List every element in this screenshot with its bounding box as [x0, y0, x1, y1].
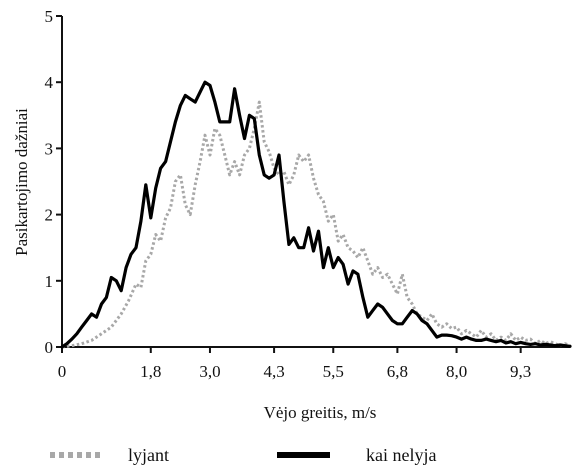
tick-marks: [56, 15, 522, 353]
x-axis-label: Vėjo greitis, m/s: [264, 403, 377, 422]
y-tick-label: 5: [45, 7, 54, 26]
axes: [61, 16, 570, 348]
legend-label-lyjant: lyjant: [128, 445, 169, 465]
x-tick-label: 9,3: [510, 362, 531, 381]
legend-label-kai-nelyja: kai nelyja: [366, 445, 436, 465]
x-tick-label: 3,0: [199, 362, 220, 381]
y-tick-label: 2: [45, 206, 54, 225]
y-tick-label: 0: [45, 338, 54, 357]
series-line-kai-nelyja: [60, 80, 572, 349]
x-tick-label: 4,3: [263, 362, 284, 381]
series-line-lyjant: [61, 100, 571, 349]
x-tick-label: 5,5: [323, 362, 344, 381]
y-tick-label: 3: [45, 139, 54, 158]
y-tick-label: 4: [45, 73, 54, 92]
series-layer: [60, 80, 572, 349]
tick-labels: 0 1 2 3 4 5 0 1,8 3,0 4,3 5,5 6,8 8,0 9,3: [45, 7, 532, 381]
x-tick-label: 6,8: [387, 362, 408, 381]
legend: lyjant kai nelyja: [50, 445, 436, 465]
y-tick-label: 1: [45, 272, 54, 291]
y-axis-label: Pasikartojimo dažniai: [12, 108, 31, 256]
x-tick-label: 0: [58, 362, 67, 381]
x-tick-label: 8,0: [446, 362, 467, 381]
x-tick-label: 1,8: [140, 362, 161, 381]
